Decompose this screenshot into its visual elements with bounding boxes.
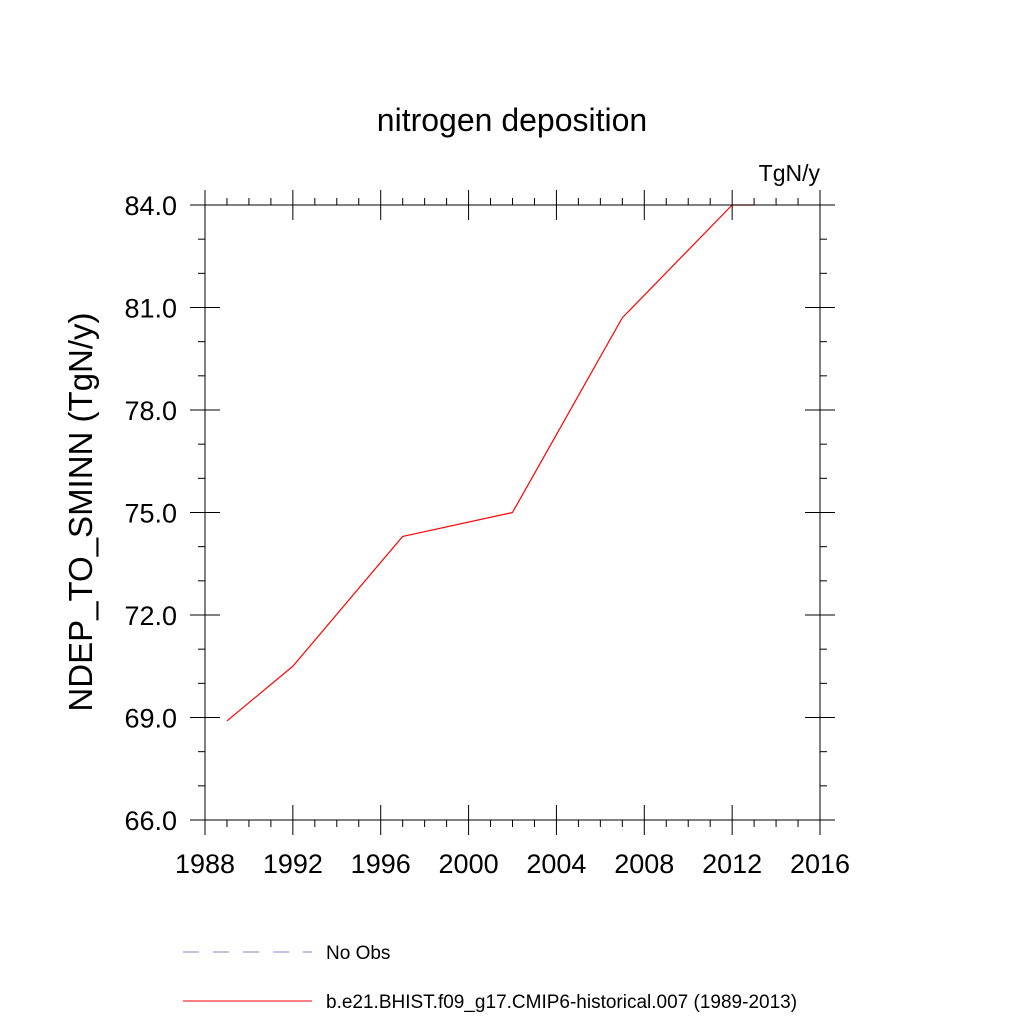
series-line-1 bbox=[226, 204, 755, 722]
minor-ticks bbox=[198, 198, 827, 827]
chart-title: nitrogen deposition bbox=[377, 102, 647, 138]
x-tick-label: 1996 bbox=[351, 849, 411, 879]
x-tick-label: 2012 bbox=[702, 849, 762, 879]
legend: No Obs b.e21.BHIST.f09_g17.CMIP6-historic… bbox=[183, 943, 797, 1013]
plot-frame bbox=[204, 204, 821, 821]
y-tick-label: 84.0 bbox=[124, 191, 177, 221]
y-tick-label: 78.0 bbox=[124, 396, 177, 426]
series-layer bbox=[226, 204, 755, 722]
y-tick-label: 66.0 bbox=[124, 806, 177, 836]
units-label: TgN/y bbox=[759, 160, 821, 186]
y-tick-label: 75.0 bbox=[124, 499, 177, 529]
tick-labels: 1988 1992 1996 2000 2004 2008 2012 2016 66.0 69.0… bbox=[124, 191, 850, 879]
x-tick-label: 2004 bbox=[526, 849, 586, 879]
y-tick-label: 72.0 bbox=[124, 601, 177, 631]
legend-label-2: b.e21.BHIST.f09_g17.CMIP6-historical.007… bbox=[326, 992, 797, 1013]
x-tick-label: 2008 bbox=[614, 849, 674, 879]
y-tick-label: 69.0 bbox=[124, 704, 177, 734]
x-tick-label: 2000 bbox=[439, 849, 499, 879]
x-tick-label: 1992 bbox=[263, 849, 323, 879]
x-tick-label: 1988 bbox=[175, 849, 235, 879]
legend-label-1: No Obs bbox=[326, 943, 390, 964]
x-tick-label: 2016 bbox=[790, 849, 850, 879]
y-axis-label: NDEP_TO_SMINN (TgN/y) bbox=[62, 312, 99, 711]
y-tick-label: 81.0 bbox=[124, 294, 177, 324]
